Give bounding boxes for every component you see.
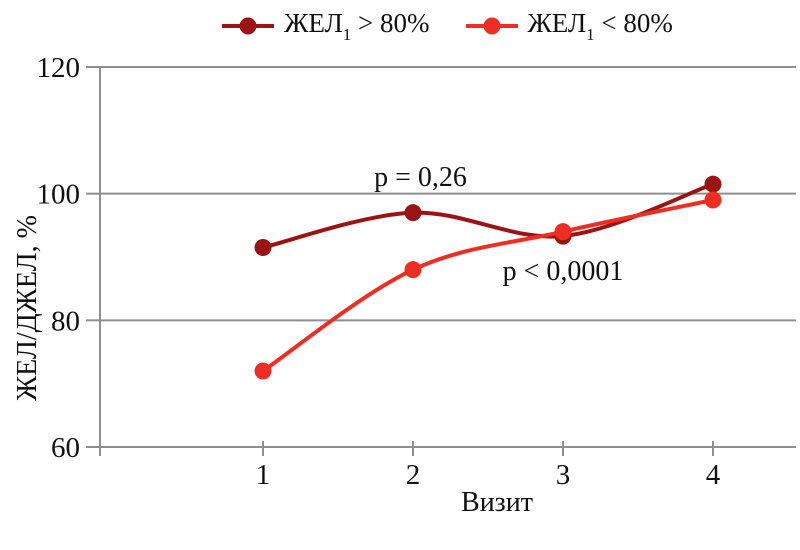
series-2-point-visit-1 (254, 362, 272, 380)
x-tick-label-1: 1 (256, 459, 271, 491)
legend-label-subscript: 1 (342, 25, 352, 45)
legend-item-series-1: ЖЕЛ1 > 80% (222, 8, 430, 45)
y-tick-label-120: 120 (37, 52, 81, 84)
y-axis-title: ЖЕЛ/ДЖЕЛ, % (12, 215, 43, 401)
annotation-1: p = 0,26 (374, 162, 467, 193)
legend-item-series-2: ЖЕЛ1 < 80% (465, 8, 673, 45)
legend-label-prefix: ЖЕЛ (527, 8, 587, 38)
series-1-point-visit-1 (254, 239, 272, 256)
legend-label-suffix: < 80% (594, 8, 673, 38)
series-2-point-visit-2 (404, 261, 422, 279)
legend: ЖЕЛ1 > 80% ЖЕЛ1 < 80% (100, 8, 795, 45)
series-1-point-visit-4 (704, 175, 722, 193)
legend-marker-series-2 (465, 17, 518, 35)
x-tick-label-3: 3 (556, 459, 571, 491)
legend-label-series-1: ЖЕЛ1 > 80% (284, 8, 430, 45)
x-axis-title: Визит (461, 487, 533, 518)
x-tick-label-2: 2 (406, 459, 421, 491)
y-tick-label-80: 80 (51, 305, 80, 337)
series-2-point-visit-3 (554, 223, 572, 241)
x-tick-label-4: 4 (706, 459, 721, 491)
legend-label-series-2: ЖЕЛ1 < 80% (527, 8, 673, 45)
legend-label-suffix: > 80% (351, 8, 430, 38)
y-tick-label-60: 60 (51, 432, 80, 464)
legend-marker-series-1 (222, 17, 275, 35)
series-line-2 (261, 198, 715, 373)
series-1-point-visit-2 (404, 204, 422, 222)
legend-label-subscript: 1 (586, 25, 595, 45)
legend-label-prefix: ЖЕЛ (284, 8, 343, 38)
series-2-point-visit-4 (704, 191, 722, 209)
annotation-2: p < 0,0001 (503, 256, 624, 287)
y-tick-label-100: 100 (37, 179, 81, 211)
